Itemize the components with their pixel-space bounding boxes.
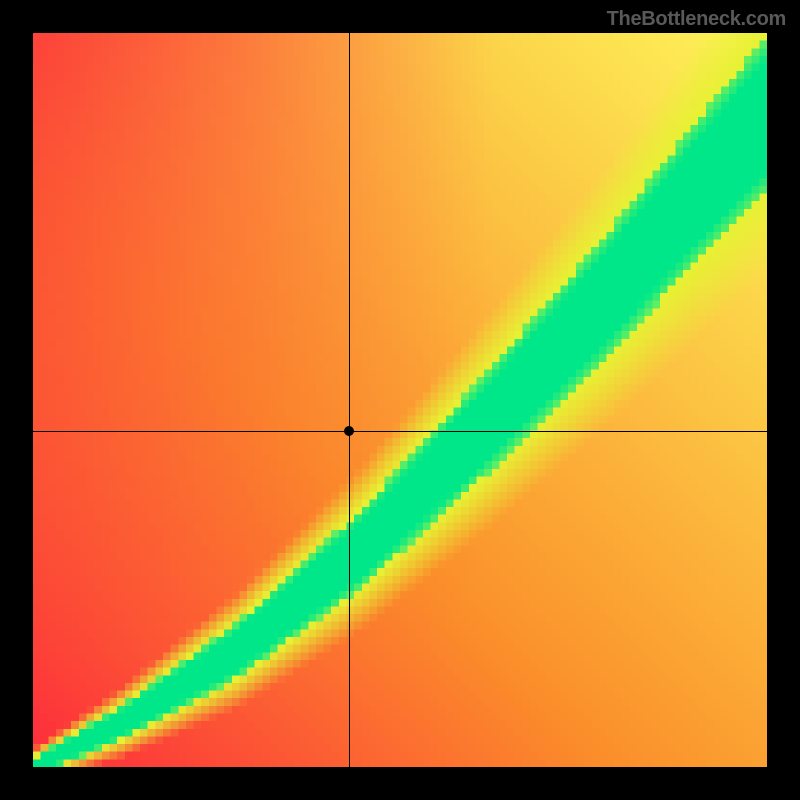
crosshair-horizontal <box>33 431 767 432</box>
marker-dot <box>344 426 354 436</box>
crosshair-vertical <box>349 33 350 767</box>
heatmap-canvas <box>33 33 767 767</box>
watermark-text: TheBottleneck.com <box>607 8 786 31</box>
heatmap-plot-area <box>33 33 767 767</box>
